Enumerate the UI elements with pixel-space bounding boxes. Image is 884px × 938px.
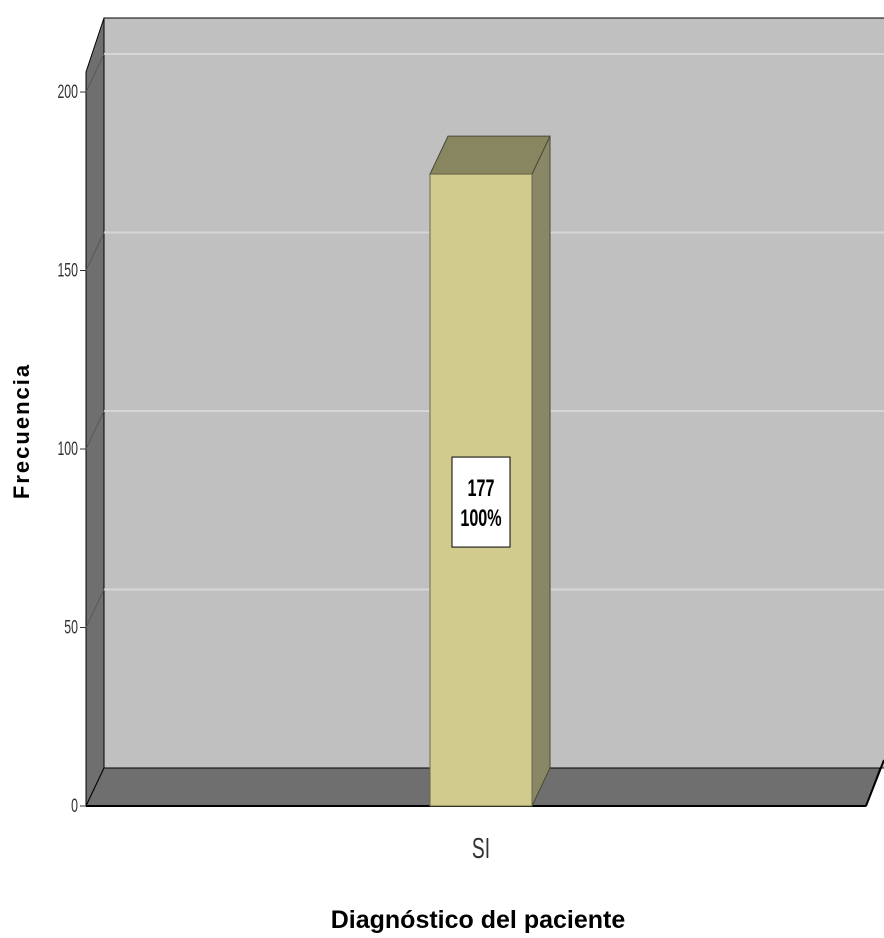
y-tick-label: 150 [57,260,78,282]
y-tick-label: 0 [71,795,78,817]
left-wall [85,17,105,807]
bar-side [531,135,551,807]
bar-si: 177 100% [429,135,551,807]
data-label-percent: 100% [460,506,501,532]
data-label-box [451,456,511,548]
floor-right-edge [865,759,884,807]
x-axis-title: Diagnóstico del paciente [331,906,626,934]
bar-top [429,135,551,175]
gridline-wall [85,410,105,450]
y-tick-label: 100 [57,438,78,460]
gridline-wall [85,589,105,628]
gridline-wall [85,53,105,93]
y-axis-title: Frecuencia [9,363,34,499]
gridline-wall [85,232,105,271]
bars: 177 100% [429,135,551,807]
data-label-count: 177 [468,476,495,502]
y-tick-label: 200 [57,81,78,103]
category-labels: SI [472,833,490,865]
y-axis-ticks: 0 50 100 150 200 [57,81,86,817]
y-tick-label: 50 [64,617,78,639]
category-label: SI [472,833,490,865]
